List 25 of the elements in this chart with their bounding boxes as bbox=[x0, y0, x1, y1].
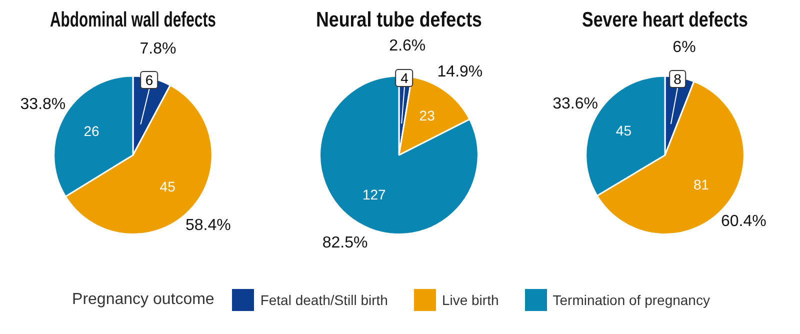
legend-label: Termination of pregnancy bbox=[552, 292, 710, 308]
chart-title: Neural tube defects bbox=[316, 8, 482, 32]
legend-label: Fetal death/Still birth bbox=[260, 292, 388, 308]
text: 7.8% bbox=[140, 40, 176, 58]
text: 14.9% bbox=[437, 63, 483, 80]
text: 33.6% bbox=[552, 96, 598, 113]
text: 2.6% bbox=[389, 38, 426, 55]
text: 58.4% bbox=[185, 217, 231, 234]
data-label: 23 bbox=[419, 108, 436, 124]
data-label: 26 bbox=[84, 122, 100, 139]
text: 33.8% bbox=[20, 96, 66, 114]
data-label: 127 bbox=[362, 186, 386, 202]
data-label: 6 bbox=[140, 70, 158, 89]
text: 82.5% bbox=[322, 234, 368, 252]
text: 60.4% bbox=[720, 213, 766, 230]
data-label: 8 bbox=[668, 70, 686, 88]
data-label: 45 bbox=[160, 178, 176, 194]
data-label: 4 bbox=[396, 69, 414, 88]
chart-title: Severe heart defects bbox=[582, 8, 748, 32]
chart-title: Abdominal wall defects bbox=[50, 8, 216, 32]
legend-title: Pregnancy outcome bbox=[72, 291, 214, 309]
legend-label: Live birth bbox=[442, 292, 499, 308]
data-label: 81 bbox=[693, 176, 710, 193]
text: 6% bbox=[672, 39, 696, 56]
data-label: 45 bbox=[616, 122, 632, 139]
